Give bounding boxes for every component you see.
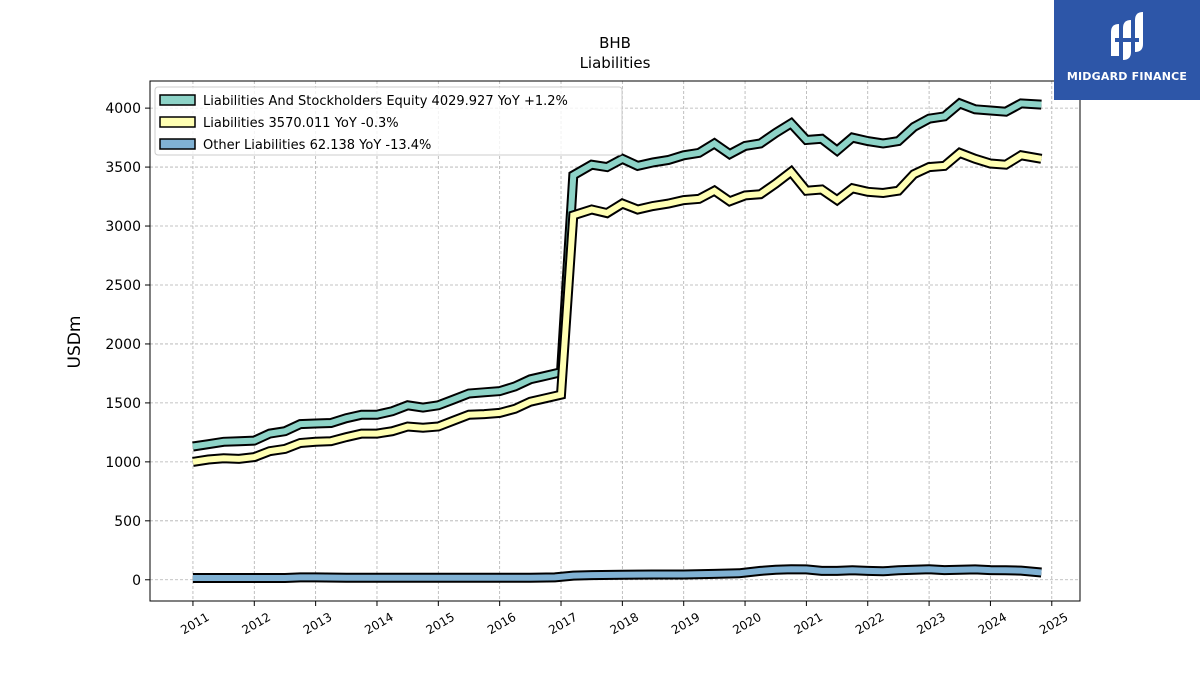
y-tick-label: 1000 bbox=[105, 455, 141, 471]
x-tick-label: 2017 bbox=[546, 610, 579, 637]
chart-subtitle: Liabilities bbox=[580, 54, 651, 72]
y-tick-label: 3500 bbox=[105, 160, 141, 176]
brand-logo: MIDGARD FINANCE bbox=[1054, 0, 1200, 100]
y-tick-label: 3000 bbox=[105, 219, 141, 235]
y-tick-label: 2000 bbox=[105, 337, 141, 353]
x-tick-label: 2023 bbox=[914, 610, 947, 637]
x-tick-label: 2012 bbox=[240, 610, 273, 637]
y-tick-label: 2500 bbox=[105, 278, 141, 294]
y-tick-label: 1500 bbox=[105, 396, 141, 412]
x-tick-label: 2022 bbox=[853, 610, 886, 637]
y-axis-label: USDm bbox=[65, 316, 85, 369]
x-tick-label: 2013 bbox=[301, 610, 334, 637]
logo-text: MIDGARD FINANCE bbox=[1066, 70, 1188, 83]
y-tick-label: 500 bbox=[114, 514, 141, 530]
legend-entry: Liabilities 3570.011 YoY -0.3% bbox=[203, 116, 399, 131]
legend-entry: Other Liabilities 62.138 YoY -13.4% bbox=[203, 138, 431, 153]
x-tick-label: 2020 bbox=[730, 610, 763, 637]
chart-title: BHB bbox=[599, 34, 631, 52]
series-1 bbox=[192, 147, 1043, 467]
x-tick-label: 2024 bbox=[976, 610, 1009, 637]
x-tick-label: 2021 bbox=[792, 610, 825, 637]
legend: Liabilities And Stockholders Equity 4029… bbox=[154, 86, 623, 156]
x-tick-label: 2015 bbox=[424, 610, 457, 637]
series-0 bbox=[192, 97, 1042, 452]
y-tick-label: 0 bbox=[132, 573, 141, 589]
y-tick-label: 4000 bbox=[105, 101, 141, 117]
x-tick-label: 2014 bbox=[362, 610, 395, 637]
legend-swatch bbox=[159, 116, 196, 128]
series-line bbox=[192, 149, 1042, 465]
legend-entry: Liabilities And Stockholders Equity 4029… bbox=[203, 94, 568, 109]
series-line bbox=[192, 99, 1042, 450]
series-line bbox=[192, 566, 1042, 581]
axis-ticks: 0 500 1000 1500 2000 2500 3000 3500 4000 2011 2012… bbox=[105, 101, 1070, 637]
legend-swatch bbox=[159, 138, 196, 150]
series-2 bbox=[192, 564, 1042, 583]
x-tick-label: 2011 bbox=[178, 610, 211, 637]
x-tick-label: 2019 bbox=[669, 610, 702, 637]
x-tick-label: 2018 bbox=[608, 610, 641, 637]
plot-frame bbox=[149, 80, 1081, 602]
x-tick-label: 2016 bbox=[485, 610, 518, 637]
logo-mark-icon bbox=[1111, 12, 1143, 60]
series-lines bbox=[192, 97, 1043, 583]
x-tick-label: 2025 bbox=[1037, 610, 1070, 637]
series-outline bbox=[192, 147, 1043, 467]
legend-box bbox=[154, 86, 623, 156]
legend-swatch bbox=[159, 94, 196, 106]
